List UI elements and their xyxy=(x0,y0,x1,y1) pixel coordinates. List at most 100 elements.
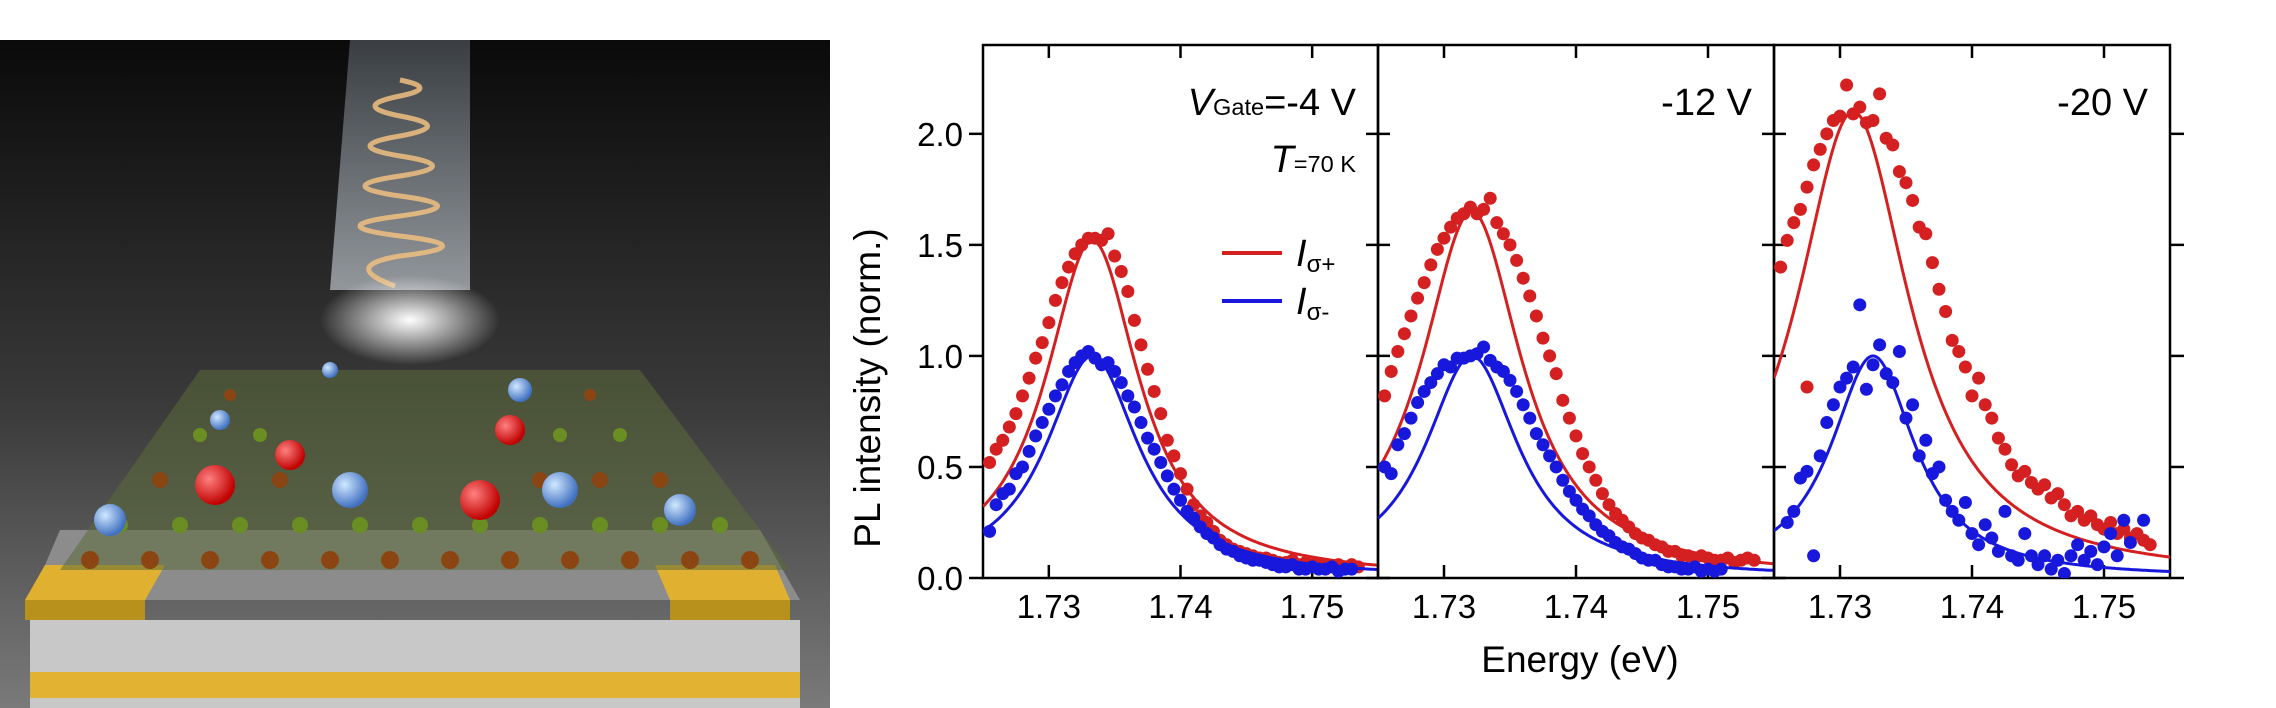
data-point-sigma-plus xyxy=(2018,464,2032,478)
data-point-sigma-minus xyxy=(1912,449,1926,463)
gate-electrode xyxy=(30,672,800,698)
data-point-sigma-plus xyxy=(2051,487,2065,501)
data-point-sigma-plus xyxy=(1998,442,2012,456)
data-point-sigma-plus xyxy=(1141,362,1155,376)
data-point-sigma-minus xyxy=(1965,527,1979,541)
data-point-sigma-minus xyxy=(1345,562,1359,576)
data-point-sigma-plus xyxy=(983,456,997,470)
data-point-sigma-minus xyxy=(1813,449,1827,463)
data-point-sigma-minus xyxy=(1154,456,1168,470)
data-point-sigma-plus xyxy=(1516,271,1530,285)
gold-electrode-right xyxy=(655,565,790,600)
gold-electrode-right-side xyxy=(670,600,790,620)
fit-curve-sigma-plus xyxy=(1774,110,2170,559)
data-point-sigma-minus xyxy=(1516,398,1530,412)
data-point-sigma-plus xyxy=(1483,191,1497,205)
data-point-sigma-plus xyxy=(1978,398,1992,412)
data-point-sigma-minus xyxy=(1529,427,1543,441)
data-point-sigma-plus xyxy=(1952,344,1966,358)
data-point-sigma-minus xyxy=(1404,411,1418,425)
data-point-sigma-plus xyxy=(1430,242,1444,256)
y-tick-label: 1.5 xyxy=(917,227,963,264)
data-point-sigma-plus xyxy=(1114,265,1128,279)
data-point-sigma-minus xyxy=(1062,364,1076,378)
data-point-sigma-minus xyxy=(1048,389,1062,403)
data-point-sigma-plus xyxy=(1595,487,1609,501)
data-point-sigma-plus xyxy=(1899,176,1913,190)
data-point-sigma-minus xyxy=(1807,549,1821,563)
data-point-sigma-plus xyxy=(1582,460,1596,474)
data-point-sigma-plus xyxy=(1602,498,1616,512)
data-point-sigma-plus xyxy=(1529,309,1543,323)
data-point-sigma-plus xyxy=(1866,114,1880,128)
data-point-sigma-plus xyxy=(1793,202,1807,216)
y-tick-label: 1.0 xyxy=(917,338,963,375)
data-point-sigma-plus xyxy=(1016,389,1029,403)
data-point-sigma-minus xyxy=(1391,438,1405,452)
data-point-sigma-minus xyxy=(2084,544,2098,558)
data-point-sigma-plus xyxy=(1101,227,1115,241)
data-point-sigma-plus xyxy=(1543,349,1557,363)
x-tick-label: 1.75 xyxy=(1676,588,1740,625)
data-point-sigma-plus xyxy=(1127,313,1141,327)
data-point-sigma-plus xyxy=(1991,431,2005,445)
data-point-sigma-plus xyxy=(1556,393,1570,407)
data-point-sigma-plus xyxy=(1833,109,1847,123)
data-point-sigma-minus xyxy=(1972,538,1986,552)
data-point-sigma-plus xyxy=(1892,165,1906,179)
data-point-sigma-minus xyxy=(1417,384,1431,398)
data-point-sigma-plus xyxy=(2104,515,2118,529)
device-illustration xyxy=(0,40,830,708)
data-point-sigma-plus xyxy=(1549,367,1563,381)
data-point-sigma-plus xyxy=(1813,142,1827,156)
data-point-sigma-minus xyxy=(1543,449,1557,463)
data-point-sigma-minus xyxy=(2024,549,2038,563)
data-point-sigma-minus xyxy=(983,524,997,538)
data-point-sigma-plus xyxy=(1391,344,1405,358)
data-point-sigma-minus xyxy=(1430,367,1444,381)
data-point-sigma-plus xyxy=(1022,371,1036,385)
gold-electrode-left-side xyxy=(25,600,145,620)
data-point-sigma-minus xyxy=(1945,504,1959,518)
data-point-sigma-plus xyxy=(1424,258,1438,272)
data-point-sigma-minus xyxy=(1866,358,1880,372)
data-point-sigma-plus xyxy=(1384,364,1398,378)
data-point-sigma-minus xyxy=(1556,473,1570,487)
data-point-sigma-minus xyxy=(1174,493,1187,507)
data-point-sigma-minus xyxy=(2044,562,2058,576)
data-point-sigma-plus xyxy=(1906,193,1920,207)
x-tick-label: 1.73 xyxy=(1808,588,1872,625)
panel-label: -12 V xyxy=(1661,82,1752,124)
data-point-sigma-minus xyxy=(1820,416,1834,430)
exciton-spheres xyxy=(94,362,696,536)
data-point-sigma-plus xyxy=(1925,256,1939,270)
data-point-sigma-plus xyxy=(1503,238,1517,252)
data-point-sigma-plus xyxy=(1029,351,1043,365)
data-point-sigma-minus xyxy=(1780,515,1794,529)
data-point-sigma-minus xyxy=(1523,411,1537,425)
data-layer xyxy=(1378,191,1774,578)
data-point-sigma-minus xyxy=(1055,378,1069,392)
x-axis-label: Energy (eV) xyxy=(1481,639,1678,680)
data-point-sigma-plus xyxy=(1523,289,1537,303)
data-point-sigma-minus xyxy=(1562,484,1576,498)
data-point-sigma-plus xyxy=(2038,478,2052,492)
data-point-sigma-plus xyxy=(1055,276,1069,290)
data-point-sigma-minus xyxy=(1141,431,1155,445)
data-point-sigma-minus xyxy=(2117,513,2131,527)
data-point-sigma-minus xyxy=(1016,460,1029,474)
data-point-sigma-minus xyxy=(1035,416,1049,430)
panel-3: 1.73 1.74 1.75 -20 V xyxy=(1762,43,2184,625)
data-point-sigma-plus xyxy=(1174,467,1187,481)
data-point-sigma-minus xyxy=(1101,356,1115,370)
data-point-sigma-minus xyxy=(1160,469,1174,483)
data-point-sigma-plus xyxy=(1919,227,1933,241)
data-point-sigma-minus xyxy=(1846,360,1860,374)
data-point-sigma-minus xyxy=(1873,338,1887,352)
data-point-sigma-minus xyxy=(1536,438,1550,452)
data-point-sigma-minus xyxy=(1134,416,1148,430)
data-point-sigma-plus xyxy=(1042,316,1056,330)
data-point-sigma-plus xyxy=(1972,371,1986,385)
data-point-sigma-plus xyxy=(2005,458,2019,472)
